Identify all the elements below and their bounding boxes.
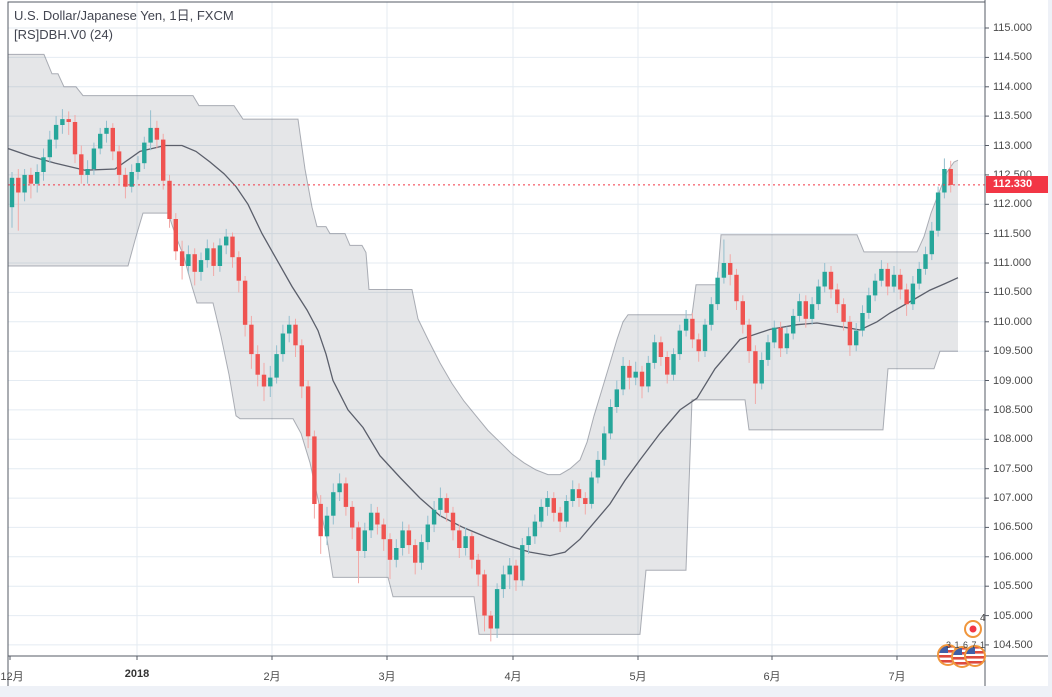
price-axis-label: 107.500 [993, 462, 1033, 475]
time-axis-label: 7月 [888, 671, 906, 683]
price-axis-label: 108.000 [993, 433, 1033, 446]
ma-line [8, 144, 959, 557]
price-axis-label: 109.500 [993, 345, 1033, 358]
price-axis-label: 111.000 [993, 257, 1032, 269]
last-price-label: 112.330 [986, 176, 1048, 194]
price-axis-label: 113.500 [993, 110, 1032, 123]
svg-text:7: 7 [972, 640, 977, 650]
time-axis-label: 12月 [0, 671, 24, 683]
price-axis-label: 106.000 [993, 550, 1033, 563]
time-axis-label: 3月 [378, 671, 396, 683]
price-axis-label: 111.500 [993, 227, 1032, 240]
us-flag-event-icon [965, 646, 985, 666]
price-axis-label: 105.500 [993, 580, 1033, 593]
time-axis-label: 2月 [263, 671, 281, 683]
price-axis-label: 108.500 [993, 403, 1033, 416]
price-axis-label: 110.000 [993, 315, 1032, 328]
time-axis[interactable]: 12月 2018 2月 3月 4月 5月 6月 7月 [0, 657, 1048, 686]
price-axis-label: 114.000 [993, 80, 1032, 93]
economic-event-dot-icon: 4 [964, 613, 986, 638]
time-axis-label: 4月 [504, 671, 522, 683]
price-axis-label: 106.500 [993, 521, 1033, 534]
event-markers[interactable]: 43 1 6 7 1 [937, 613, 986, 668]
price-axis-label: 112.000 [993, 198, 1032, 211]
candles [9, 109, 953, 642]
indicator-title[interactable]: [RS]DBH.V0 (24) [14, 27, 113, 42]
price-axis-label: 105.000 [993, 609, 1033, 622]
price-axis-label: 110.500 [993, 286, 1032, 299]
price-axis-label: 115.000 [993, 22, 1032, 34]
price-axis-label: 107.000 [993, 492, 1033, 505]
price-axis-label: 104.500 [993, 638, 1033, 651]
grid-lines [8, 2, 985, 656]
price-axis-label: 109.000 [993, 374, 1033, 387]
time-axis-label: 6月 [763, 671, 781, 683]
svg-text:4: 4 [980, 613, 986, 624]
time-axis-label: 2018 [124, 668, 150, 680]
svg-text:1: 1 [980, 640, 985, 650]
symbol-title[interactable]: U.S. Dollar/Japanese Yen, 1日, FXCM [14, 8, 234, 23]
svg-text:6: 6 [963, 640, 968, 650]
pane-border [7, 0, 1048, 686]
svg-text:1: 1 [955, 640, 960, 650]
chart-legend[interactable]: U.S. Dollar/Japanese Yen, 1日, FXCM [RS]D… [14, 6, 234, 44]
time-axis-label: 5月 [629, 671, 647, 683]
svg-text:3: 3 [946, 640, 951, 650]
price-axis[interactable]: 115.000 114.500 114.000 113.500 113.000 112.5… [986, 0, 1048, 656]
price-axis-label: 113.000 [993, 139, 1032, 152]
price-axis-label: 114.500 [993, 51, 1032, 64]
